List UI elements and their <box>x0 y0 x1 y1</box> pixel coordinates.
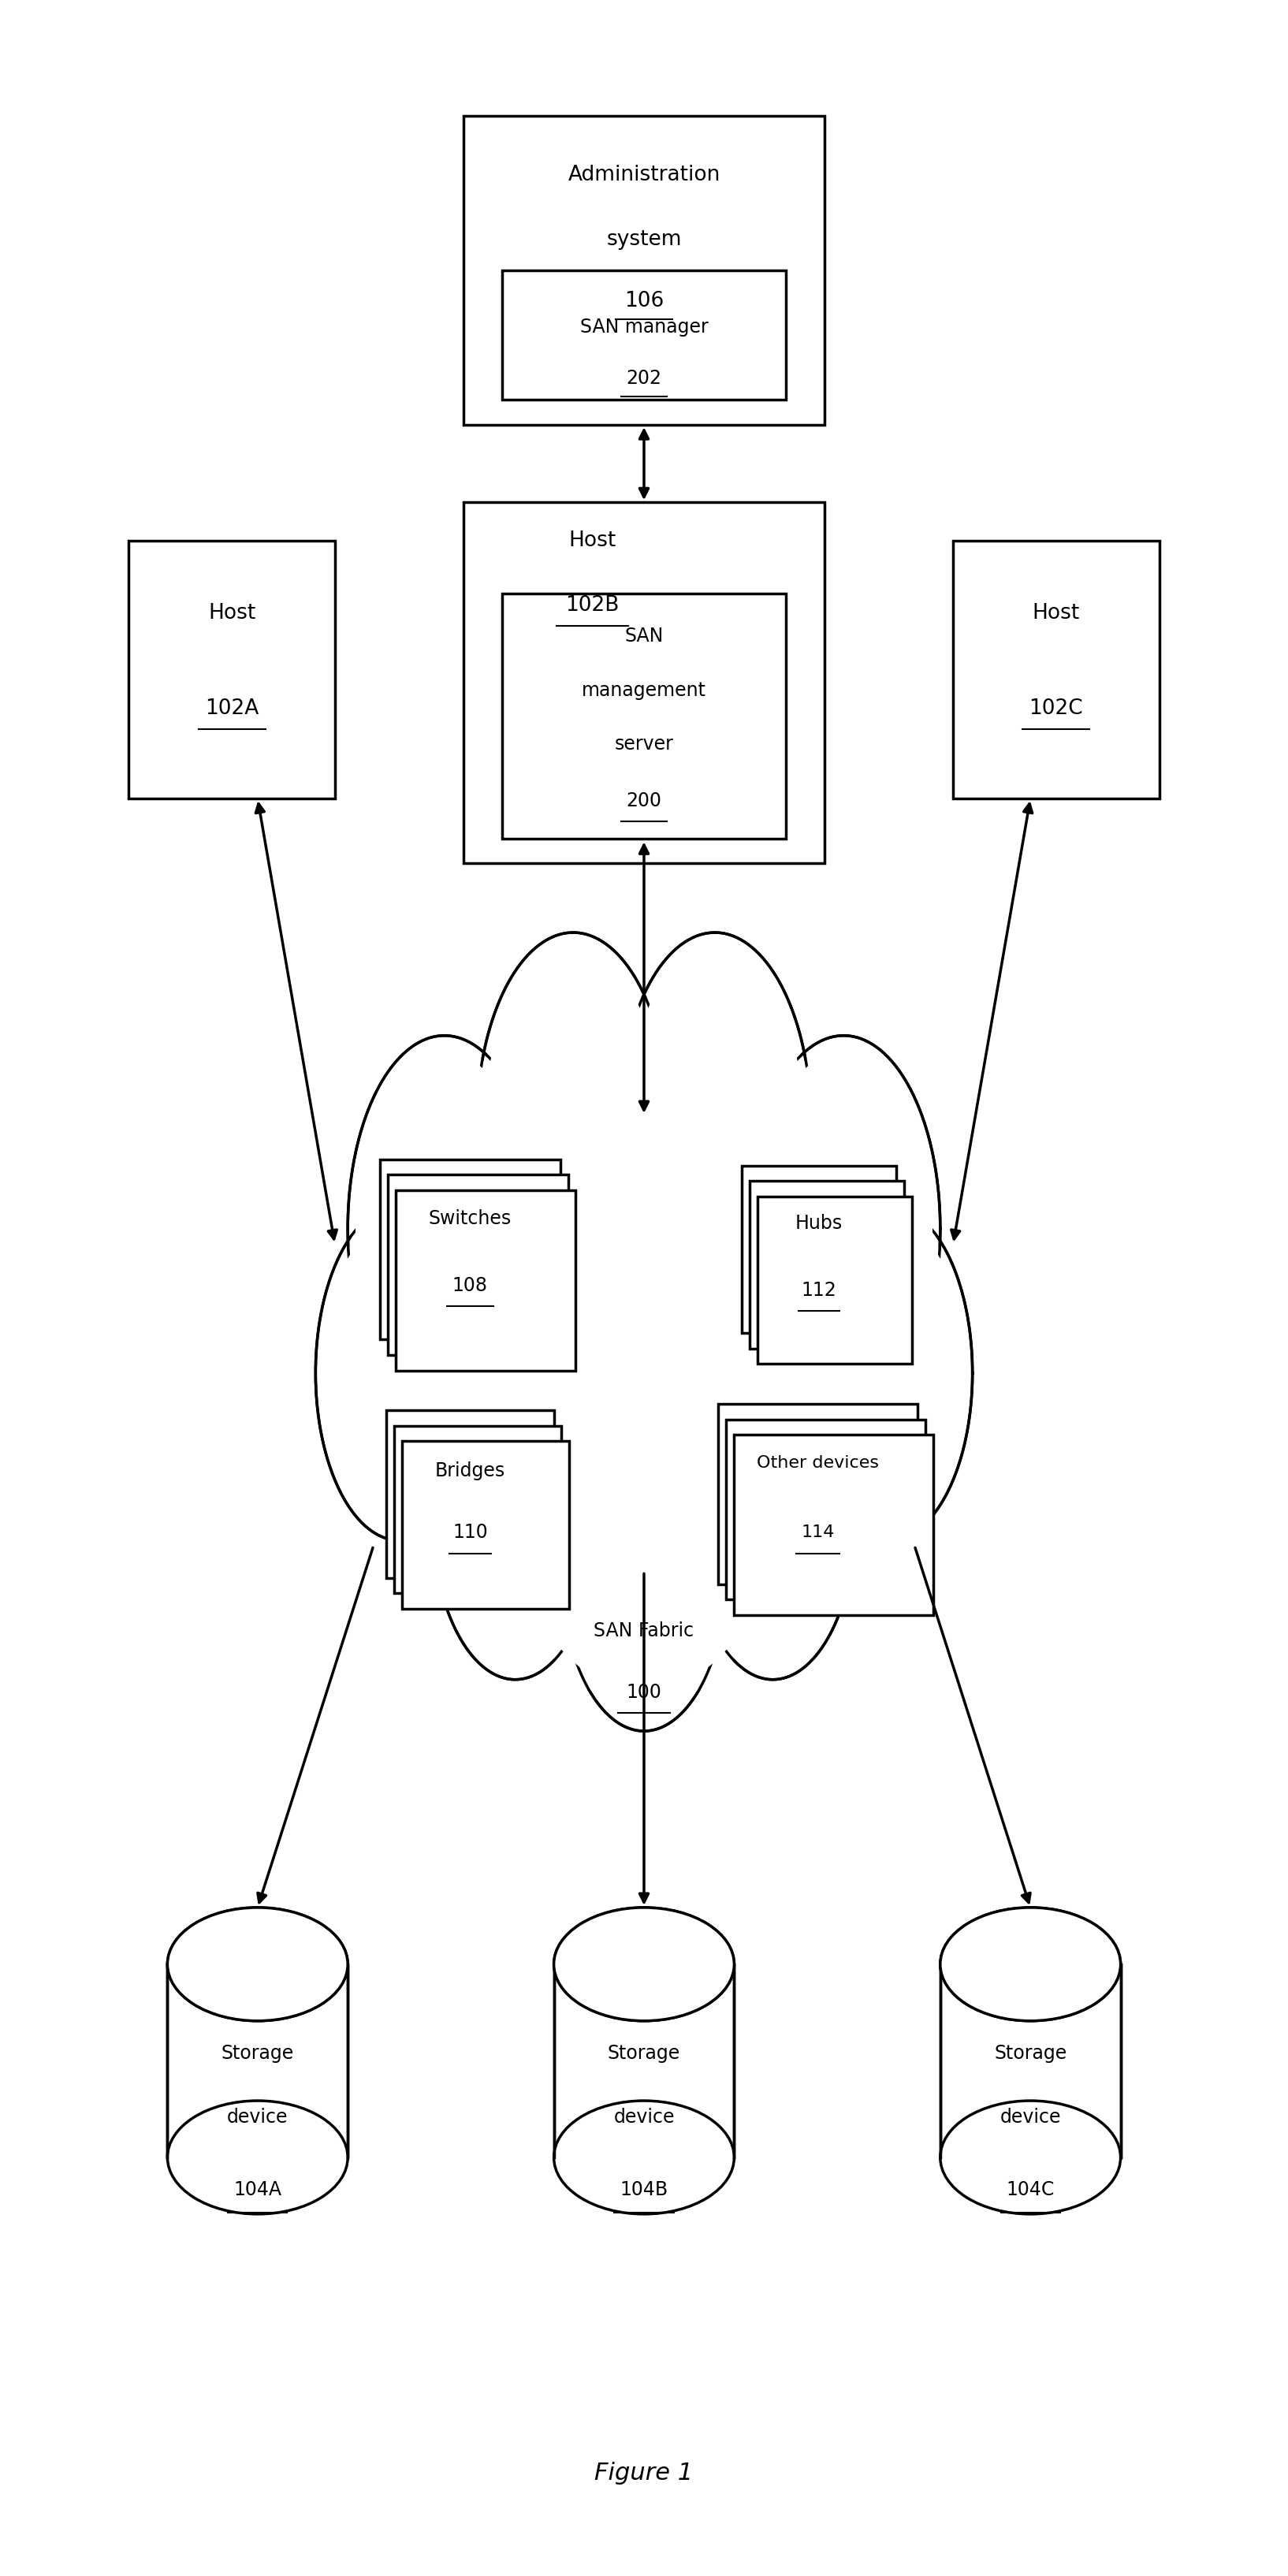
FancyBboxPatch shape <box>750 1180 904 1350</box>
Circle shape <box>564 1404 724 1723</box>
Ellipse shape <box>554 1906 734 2020</box>
Ellipse shape <box>940 1906 1121 2020</box>
Text: 102B: 102B <box>565 595 620 616</box>
Bar <box>940 1965 1121 2159</box>
Text: 104A: 104A <box>233 2179 282 2200</box>
FancyBboxPatch shape <box>395 1190 576 1370</box>
Text: device: device <box>999 2107 1061 2128</box>
Text: Storage: Storage <box>608 2043 680 2063</box>
Text: 112: 112 <box>801 1280 837 1301</box>
Circle shape <box>618 933 811 1319</box>
Ellipse shape <box>167 1906 348 2020</box>
Text: SAN: SAN <box>625 626 663 647</box>
Text: Storage: Storage <box>222 2043 294 2063</box>
Text: Host: Host <box>209 603 255 623</box>
Text: Switches: Switches <box>429 1208 511 1229</box>
Circle shape <box>431 1345 599 1680</box>
Ellipse shape <box>554 1906 734 2020</box>
Text: Hubs: Hubs <box>796 1213 842 1234</box>
Text: 202: 202 <box>626 368 662 389</box>
FancyBboxPatch shape <box>719 1404 917 1584</box>
FancyBboxPatch shape <box>953 541 1159 799</box>
Text: 104C: 104C <box>1006 2179 1055 2200</box>
Circle shape <box>622 940 808 1311</box>
Ellipse shape <box>940 2102 1121 2213</box>
Text: Other devices: Other devices <box>757 1455 878 1471</box>
Text: Bridges: Bridges <box>435 1461 505 1481</box>
Text: 200: 200 <box>626 791 662 811</box>
Circle shape <box>747 1036 940 1422</box>
Text: Storage: Storage <box>994 2043 1066 2063</box>
FancyBboxPatch shape <box>386 1412 554 1577</box>
Circle shape <box>352 1043 537 1414</box>
Text: Administration: Administration <box>568 165 720 185</box>
Circle shape <box>319 1213 479 1533</box>
Circle shape <box>567 1409 721 1718</box>
Text: Figure 1: Figure 1 <box>595 2463 693 2483</box>
Ellipse shape <box>554 2102 734 2213</box>
Text: device: device <box>227 2107 289 2128</box>
Text: management: management <box>582 680 706 701</box>
Circle shape <box>696 1358 850 1667</box>
Circle shape <box>755 1051 933 1406</box>
Circle shape <box>805 1206 972 1540</box>
Circle shape <box>811 1218 966 1528</box>
FancyBboxPatch shape <box>757 1195 912 1365</box>
Text: 100: 100 <box>626 1682 662 1703</box>
Circle shape <box>322 1218 477 1528</box>
Text: SAN Fabric: SAN Fabric <box>594 1620 694 1641</box>
Ellipse shape <box>167 1906 348 2020</box>
Circle shape <box>477 933 670 1319</box>
Text: 102A: 102A <box>205 698 259 719</box>
FancyBboxPatch shape <box>733 1435 933 1615</box>
Circle shape <box>560 1396 728 1731</box>
Bar <box>167 1965 348 2159</box>
Ellipse shape <box>167 2102 348 2213</box>
FancyBboxPatch shape <box>464 116 824 425</box>
Circle shape <box>316 1206 483 1540</box>
Text: server: server <box>614 734 674 755</box>
Circle shape <box>466 997 822 1708</box>
Text: 108: 108 <box>452 1275 488 1296</box>
Circle shape <box>348 1036 541 1422</box>
Circle shape <box>480 940 666 1311</box>
Ellipse shape <box>940 1906 1121 2020</box>
FancyBboxPatch shape <box>502 270 786 399</box>
Text: 114: 114 <box>801 1525 835 1540</box>
Circle shape <box>809 1213 969 1533</box>
FancyBboxPatch shape <box>402 1443 569 1607</box>
FancyBboxPatch shape <box>394 1427 562 1592</box>
FancyBboxPatch shape <box>502 595 786 840</box>
Circle shape <box>484 948 662 1303</box>
Circle shape <box>457 979 831 1726</box>
Circle shape <box>435 1352 595 1672</box>
FancyBboxPatch shape <box>742 1164 896 1334</box>
FancyBboxPatch shape <box>726 1419 925 1600</box>
Text: SAN manager: SAN manager <box>580 317 708 337</box>
Text: device: device <box>613 2107 675 2128</box>
Circle shape <box>689 1345 857 1680</box>
Circle shape <box>751 1043 936 1414</box>
Text: 102C: 102C <box>1029 698 1083 719</box>
Text: Host: Host <box>569 531 616 551</box>
Text: 104B: 104B <box>620 2179 668 2200</box>
Circle shape <box>474 1012 814 1692</box>
Circle shape <box>355 1051 533 1406</box>
FancyBboxPatch shape <box>464 502 824 863</box>
Bar <box>554 1965 734 2159</box>
Circle shape <box>693 1352 853 1672</box>
Text: Host: Host <box>1033 603 1079 623</box>
FancyBboxPatch shape <box>129 541 335 799</box>
FancyBboxPatch shape <box>388 1175 568 1355</box>
FancyBboxPatch shape <box>380 1159 560 1340</box>
Text: 106: 106 <box>625 291 663 312</box>
Circle shape <box>626 948 804 1303</box>
Circle shape <box>438 1358 592 1667</box>
Text: 110: 110 <box>452 1522 488 1543</box>
Text: system: system <box>607 229 681 250</box>
